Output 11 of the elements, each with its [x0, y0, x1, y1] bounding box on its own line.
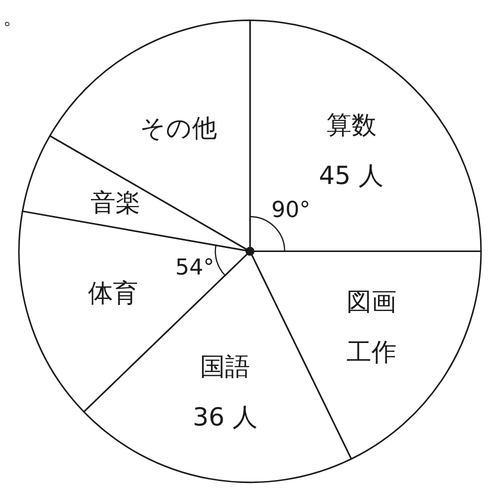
text: 54°	[175, 256, 214, 281]
text: 。	[2, 5, 23, 30]
slice-label: 音楽	[90, 188, 140, 218]
data-label: 36 人	[192, 402, 258, 432]
slice-label: 図画工作	[346, 287, 396, 367]
slice-label: 国語	[200, 352, 250, 381]
text: 90°	[271, 198, 310, 224]
slice-label: 算数	[326, 110, 376, 140]
slice-label: 体育	[88, 278, 138, 308]
data-label: 45 人	[318, 161, 384, 190]
slice-label: その他	[140, 113, 217, 142]
